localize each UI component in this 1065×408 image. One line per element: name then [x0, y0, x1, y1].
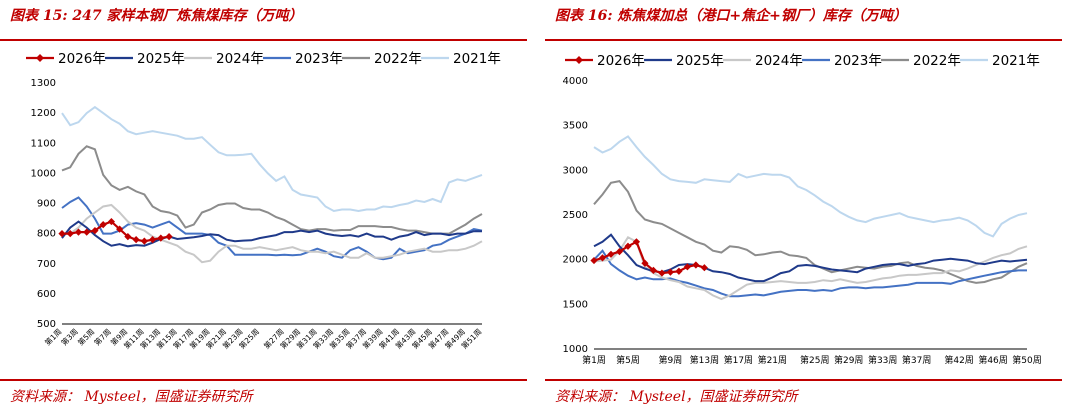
- top-rule: [0, 39, 527, 41]
- x-tick-label: 第46周: [978, 354, 1007, 366]
- legend: 2026年 2025年 2024年 2023年 2022年 2021年: [26, 51, 501, 67]
- series-line-2025年: [593, 233, 1028, 283]
- data-point-marker: [132, 236, 140, 244]
- data-point-marker: [74, 228, 83, 236]
- bottom-rule: [0, 379, 527, 381]
- x-tick-label: 第50周: [1012, 354, 1041, 366]
- legend-label: 2021年: [453, 51, 501, 67]
- x-tick-label: 第17周: [724, 354, 753, 366]
- legend-label: 2024年: [216, 51, 264, 67]
- legend-label: 2022年: [913, 53, 961, 69]
- legend-label: 2023年: [295, 51, 343, 67]
- series-line-2022年: [593, 179, 1028, 284]
- y-tick-label: 2000: [563, 255, 588, 266]
- data-point-marker: [99, 220, 107, 229]
- legend-label: 2022年: [374, 51, 422, 67]
- data-point-marker: [91, 227, 99, 235]
- x-tick-label: 第5周: [75, 326, 96, 347]
- data-point-marker: [116, 225, 124, 233]
- series-line-2024年: [593, 235, 1028, 301]
- data-point-marker: [107, 217, 116, 226]
- y-tick-label: 3000: [563, 165, 588, 176]
- y-tick-label: 1100: [31, 138, 56, 149]
- left-line-chart: 5006007008009001000110012001300第1周第3周第5周…: [26, 51, 501, 351]
- data-point-marker: [140, 237, 148, 245]
- x-tick-label: 第1周: [582, 354, 606, 366]
- series-line-2022年: [61, 145, 483, 235]
- data-point-marker: [700, 264, 708, 272]
- series-line-2025年: [61, 220, 482, 248]
- y-tick-label: 500: [37, 319, 56, 330]
- x-tick-label: 第9周: [659, 354, 683, 366]
- x-tick-label: 第7周: [92, 326, 113, 347]
- legend-marker: [575, 56, 583, 64]
- data-point-marker: [615, 248, 624, 256]
- y-tick-label: 1300: [31, 78, 56, 89]
- legend: 2026年 2025年 2024年 2023年 2022年 2021年: [565, 53, 1040, 69]
- legend-marker: [36, 54, 44, 62]
- legend-label: 2025年: [137, 51, 185, 67]
- data-point-marker: [165, 233, 173, 241]
- y-tick-label: 900: [37, 199, 56, 210]
- y-tick-label: 1000: [563, 344, 588, 355]
- y-tick-label: 3500: [563, 121, 588, 132]
- data-point-marker: [157, 234, 165, 242]
- data-point-marker: [590, 256, 598, 265]
- x-tick-label: 第37周: [902, 354, 931, 366]
- x-tick-label: 第25周: [800, 354, 829, 366]
- left-source-note: 资料来源： Mysteel，国盛证券研究所: [10, 389, 253, 405]
- data-point-marker: [58, 230, 66, 238]
- data-point-marker: [66, 230, 74, 238]
- y-tick-label: 800: [37, 229, 56, 240]
- data-point-marker: [658, 269, 666, 277]
- data-point-marker: [83, 228, 91, 236]
- y-tick-label: 1200: [31, 108, 56, 119]
- x-tick-label: 第21周: [758, 354, 787, 366]
- right-chart-panel: 图表 16: 炼焦煤加总（港口+焦企+钢厂）库存（万吨） 1000 1500 200…: [545, 0, 1065, 408]
- x-tick-label: 第42周: [944, 354, 973, 366]
- series-line-2021年: [61, 105, 483, 213]
- data-point-marker: [632, 238, 641, 246]
- top-rule: [545, 39, 1062, 41]
- legend-label: 2026年: [597, 53, 645, 69]
- x-tick-label: 第5周: [616, 354, 640, 366]
- y-tick-label: 4000: [563, 76, 588, 87]
- y-tick-label: 2500: [563, 210, 588, 221]
- x-tick-label: 第13周: [690, 354, 719, 366]
- left-chart-title: 图表 15: 247 家样本钢厂炼焦煤库存（万吨）: [10, 8, 303, 24]
- left-chart-panel: 图表 15: 247 家样本钢厂炼焦煤库存（万吨） 500 600 700 800 90…: [0, 0, 530, 408]
- bottom-rule: [545, 379, 1062, 381]
- data-point-marker: [124, 233, 132, 241]
- y-tick-label: 1000: [31, 168, 56, 179]
- legend-label: 2025年: [676, 53, 724, 69]
- right-line-chart: 1000 1500 2000 2500 3000 3500 4000 第1周 第5周 第9周 第13…: [563, 53, 1042, 366]
- x-tick-label: 第29周: [834, 354, 863, 366]
- y-tick-label: 600: [37, 289, 56, 300]
- y-tick-label: 700: [37, 259, 56, 270]
- right-source-note: 资料来源： Mysteel，国盛证券研究所: [555, 389, 798, 405]
- legend-label: 2021年: [992, 53, 1040, 69]
- series-line-2024年: [62, 203, 483, 264]
- data-point-marker: [148, 236, 157, 244]
- y-tick-label: 1500: [563, 299, 588, 310]
- legend-label: 2026年: [58, 51, 106, 67]
- right-chart-title: 图表 16: 炼焦煤加总（港口+焦企+钢厂）库存（万吨）: [555, 8, 907, 24]
- legend-label: 2024年: [755, 53, 803, 69]
- x-tick-label: 第3周: [59, 326, 80, 347]
- series-line-2021年: [593, 135, 1028, 238]
- legend-label: 2023年: [834, 53, 882, 69]
- data-point-marker: [692, 261, 700, 269]
- x-tick-label: 第33周: [868, 354, 897, 366]
